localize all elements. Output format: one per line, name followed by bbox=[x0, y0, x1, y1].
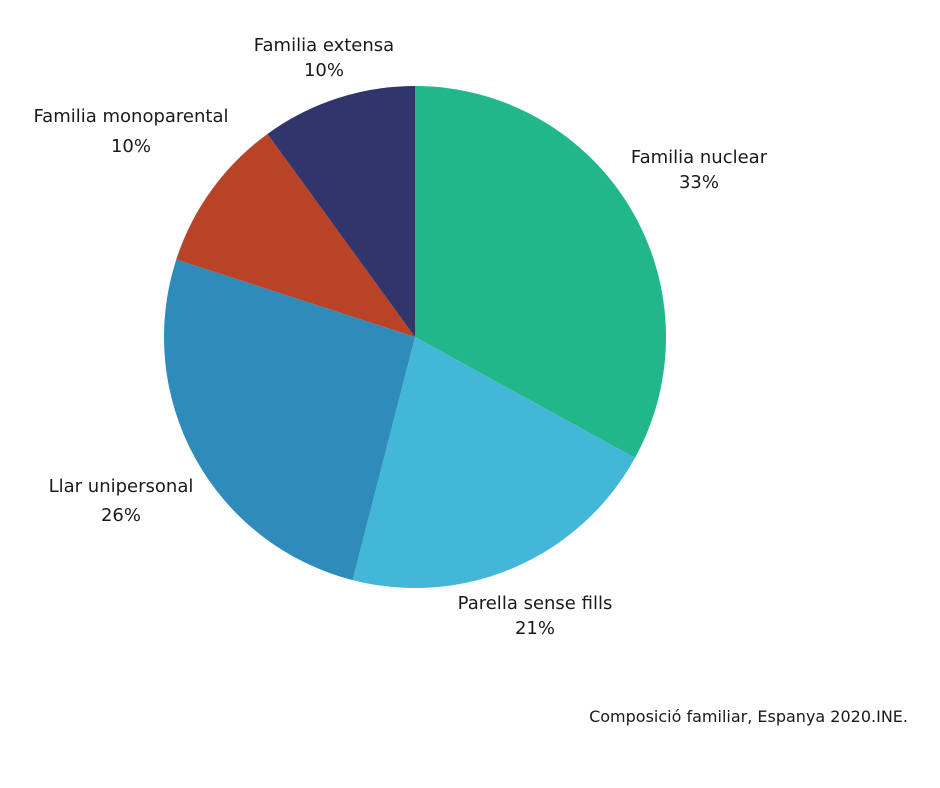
pie-slice-familia-nuclear bbox=[415, 86, 666, 458]
slice-value-label: 10% bbox=[304, 60, 344, 81]
pie-slice-familia-extensa bbox=[267, 86, 415, 337]
slice-label: Familia monoparental bbox=[33, 106, 228, 127]
slice-value-label: 10% bbox=[111, 136, 151, 157]
pie-labels: Familia nuclear 33% Parella sense fills 21%… bbox=[33, 35, 767, 639]
pie-slice-parella-sense-fills bbox=[352, 337, 635, 588]
slice-label: Llar unipersonal bbox=[49, 476, 194, 497]
slice-label: Parella sense fills bbox=[458, 593, 613, 614]
pie-slice-llar-unipersonal bbox=[163, 259, 415, 581]
slice-value-label: 33% bbox=[679, 172, 719, 193]
source-note: Composició familiar, Espanya 2020.INE. bbox=[589, 707, 908, 726]
slice-value-label: 21% bbox=[515, 618, 555, 639]
slice-label: Familia nuclear bbox=[631, 147, 768, 168]
slice-value-label: 26% bbox=[101, 505, 141, 526]
pie-slices bbox=[163, 86, 666, 588]
pie-slice-familia-monoparental bbox=[176, 133, 415, 337]
slice-label: Familia extensa bbox=[254, 35, 394, 56]
